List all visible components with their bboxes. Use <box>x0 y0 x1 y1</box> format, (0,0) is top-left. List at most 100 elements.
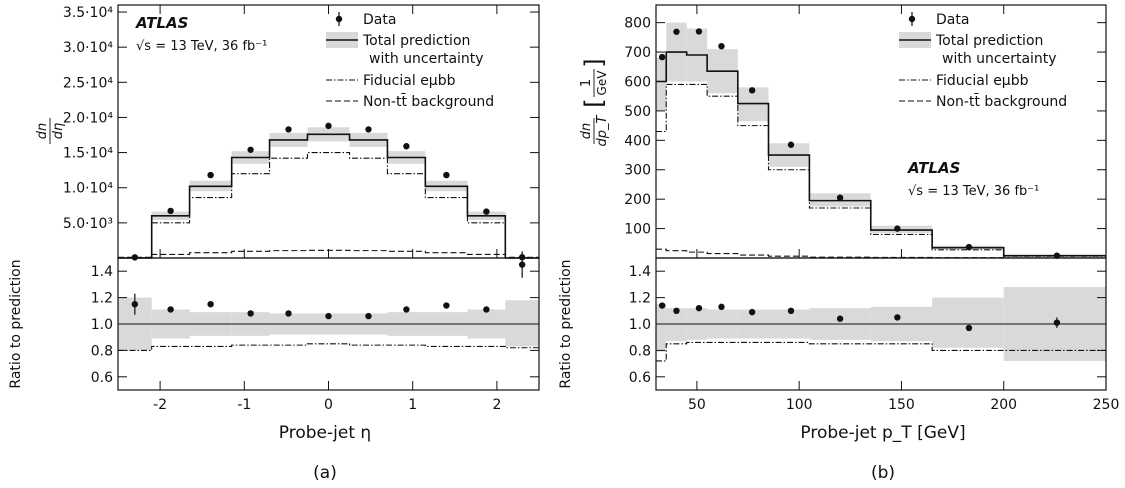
legend-fiducial-label: Fiducial eμbb <box>936 73 1029 89</box>
data-point <box>365 126 372 133</box>
y-axis-label: dn dp_T <box>579 114 610 146</box>
x-tick-label: 0 <box>324 397 333 413</box>
data-point <box>285 126 292 133</box>
ratio-tick-label: 1.0 <box>91 317 113 333</box>
fiducial-line <box>656 83 1106 257</box>
chart-panel-b: 100 200 300 400 500 600 700 800 0.6 0.8 1.0 1.2 1.4 5… <box>558 4 1120 483</box>
y-tick-label: 3.5·10⁴ <box>63 5 114 21</box>
data-point <box>131 254 139 261</box>
fiducial-ratio-line <box>118 343 539 351</box>
x-tick-label: 100 <box>786 397 813 413</box>
y-unit-numerator: 1 <box>579 79 594 87</box>
ratio-point <box>787 307 795 314</box>
data-point <box>247 146 254 153</box>
ratio-tick-label: 0.6 <box>629 370 651 386</box>
ratio-point <box>365 312 372 320</box>
ratio-tick-label: 1.4 <box>629 264 651 280</box>
uncertainty-band <box>656 57 667 111</box>
data-point <box>443 171 450 179</box>
ratio-tick-label: 0.8 <box>629 343 651 359</box>
data-point <box>787 141 795 148</box>
bracket-close: ] <box>580 58 608 67</box>
ratio-point <box>207 301 214 308</box>
data-point <box>836 194 844 201</box>
ratio-y-axis-label: Ratio to prediction <box>558 259 574 388</box>
y-tick-label: 1.0·10⁴ <box>63 181 114 197</box>
y-tick-label: 2.0·10⁴ <box>63 110 114 126</box>
data-point <box>1053 252 1061 259</box>
data-point <box>695 28 703 35</box>
legend-background-label: Non-tt̄ background <box>363 92 494 110</box>
y-axis-label-numerator: dn <box>35 123 50 140</box>
energy-label: √s = 13 TeV, 36 fb⁻¹ <box>136 39 267 54</box>
legend-data-label: Data <box>363 12 396 28</box>
y-tick-label: 2.5·10⁴ <box>63 75 114 91</box>
ratio-point <box>673 307 680 314</box>
ratio-tick-label: 0.8 <box>91 343 113 359</box>
y-axis-label-denominator: dp_T <box>595 114 610 146</box>
x-tick-label: 1 <box>408 397 417 413</box>
ratio-point <box>285 310 292 317</box>
y-tick-label: 500 <box>624 104 651 120</box>
ratio-tick-label: 1.4 <box>91 264 113 280</box>
legend-total-label: Total prediction <box>362 33 470 49</box>
fiducial-ratio-line <box>656 341 1106 362</box>
ratio-point <box>325 312 332 320</box>
x-tick-label: -1 <box>237 397 251 413</box>
legend-data-label: Data <box>936 12 969 28</box>
legend-total-label: Total prediction <box>935 33 1043 49</box>
x-axis-label: Probe-jet η <box>279 423 371 443</box>
ratio-uncertainty-band <box>505 300 539 347</box>
legend-fiducial-label: Fiducial eμbb <box>363 73 456 89</box>
legend-background-label: Non-tt̄ background <box>936 92 1067 110</box>
y-tick-label: 600 <box>624 74 651 90</box>
panel-label: (a) <box>313 463 337 483</box>
ratio-y-axis-label: Ratio to prediction <box>8 259 24 388</box>
ratio-point <box>748 308 756 316</box>
y-tick-label: 200 <box>624 192 651 208</box>
y-tick-label: 400 <box>624 133 651 149</box>
ratio-point <box>718 303 725 311</box>
x-tick-label: 250 <box>1093 397 1120 413</box>
x-tick-label: 50 <box>688 397 706 413</box>
y-tick-label: 800 <box>624 16 651 32</box>
x-tick-label: 150 <box>888 397 915 413</box>
y-tick-label: 300 <box>624 163 651 179</box>
legend: Data Total prediction with uncertainty Fidu… <box>326 12 494 110</box>
y-tick-label: 3.0·10⁴ <box>63 40 114 56</box>
ratio-uncertainty-band <box>656 304 667 352</box>
ratio-tick-label: 1.0 <box>629 317 651 333</box>
panel-label: (b) <box>871 463 895 483</box>
data-point <box>658 53 666 61</box>
x-tick-label: 2 <box>492 397 501 413</box>
ratio-tick-label: 1.2 <box>629 291 651 307</box>
ratio-point <box>894 314 901 321</box>
data-point <box>483 208 490 215</box>
ratio-point <box>965 324 973 332</box>
chart-panel-a: 5.0·10³ 1.0·10⁴ 1.5·10⁴ 2.0·10⁴ 2.5·10⁴ 3.0·1… <box>8 4 540 483</box>
y-tick-label: 5.0·10³ <box>63 216 113 232</box>
ratio-point <box>518 261 526 268</box>
data-point <box>207 171 214 179</box>
x-tick-label: -2 <box>153 397 167 413</box>
ratio-point <box>131 301 139 308</box>
y-tick-label: 1.5·10⁴ <box>63 146 114 162</box>
bracket-open: [ <box>580 98 608 107</box>
data-point <box>325 122 332 130</box>
y-tick-label: 100 <box>624 222 651 238</box>
ratio-uncertainty-band <box>666 308 687 342</box>
ratio-tick-label: 1.2 <box>91 291 113 307</box>
ratio-point <box>836 315 844 322</box>
ratio-uncertainty-band <box>932 297 1004 348</box>
ratio-point <box>483 306 490 313</box>
y-axis-label-denominator: dη <box>51 123 66 140</box>
y-axis-label: dn dη <box>35 118 66 144</box>
data-point <box>718 42 725 50</box>
data-point <box>965 243 973 251</box>
data-point <box>403 143 410 150</box>
ratio-point <box>167 306 174 313</box>
x-axis-label: Probe-jet p_T [GeV] <box>800 423 965 443</box>
data-point <box>748 87 756 94</box>
ratio-point <box>247 310 254 317</box>
